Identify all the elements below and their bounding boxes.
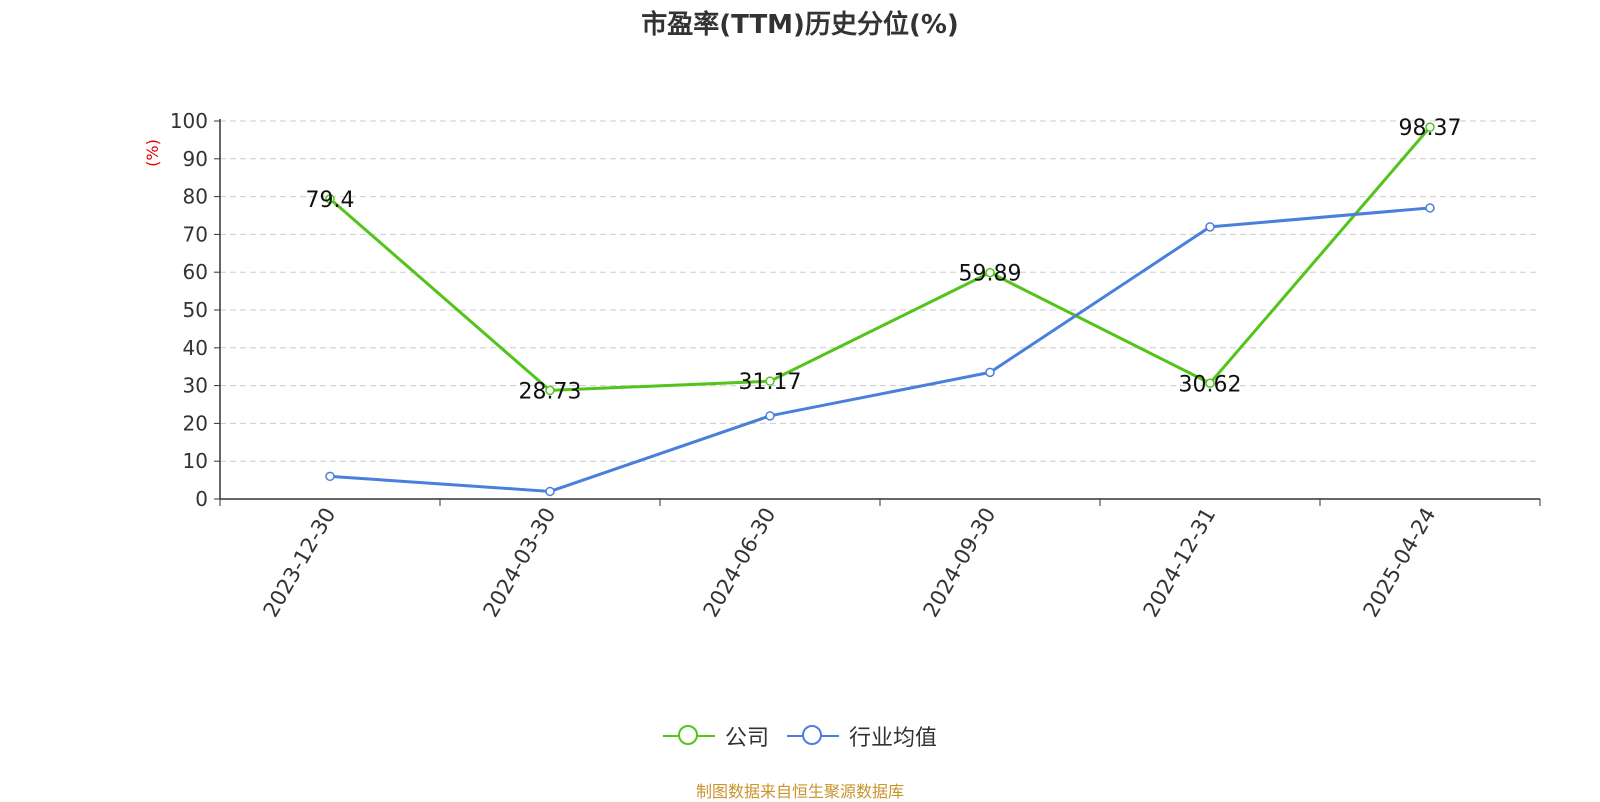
data-label: 79.4 — [306, 188, 355, 213]
company-point[interactable] — [985, 267, 995, 278]
legend-company-swatch — [662, 723, 715, 749]
x-tick-label: 2024-09-30 — [919, 504, 1001, 622]
chart-title: 市盈率(TTM)历史分位(%) — [641, 10, 959, 40]
data-labels: 79.4 28.73 31.17 59.89 30.62 98.37 — [306, 116, 1462, 404]
industry-average-point[interactable] — [1205, 222, 1215, 232]
y-tick-label: 100 — [170, 109, 208, 133]
legend-company-label: 公司 — [724, 726, 769, 751]
industry-average-point[interactable] — [545, 486, 555, 497]
industry-average-point[interactable] — [1425, 203, 1435, 213]
y-tick-label: 0 — [195, 487, 208, 511]
company-line — [329, 126, 1432, 392]
grid-lines — [220, 120, 1540, 462]
company-point[interactable] — [325, 194, 335, 204]
y-axis-label: (%) — [143, 139, 162, 167]
y-tick-label: 70 — [183, 222, 208, 246]
data-label: 59.89 — [959, 262, 1022, 287]
legend-industry-label: 行业均值 — [849, 726, 938, 751]
axes: 0 10 20 30 40 50 60 70 80 90 100 2023-12-30 2024-03-… — [170, 109, 1541, 622]
x-tick-label: 2024-03-30 — [479, 504, 561, 622]
y-tick-label: 60 — [183, 260, 208, 284]
data-label: 28.73 — [519, 379, 582, 404]
legend-item-company[interactable]: 公司 — [662, 720, 769, 752]
company-point[interactable] — [1425, 122, 1435, 132]
y-tick-label: 90 — [183, 147, 208, 171]
industry-average-point[interactable] — [985, 367, 995, 378]
legend: 公司 行业均值 — [0, 720, 1600, 752]
data-label: 31.17 — [739, 370, 802, 395]
legend-industry-swatch — [787, 723, 839, 749]
x-tick-label: 2023-12-30 — [259, 504, 341, 622]
source-note: 制图数据来自恒生聚源数据库 — [695, 782, 904, 801]
company-point[interactable] — [1205, 378, 1215, 389]
industry-average-line — [329, 206, 1431, 493]
company-point[interactable] — [765, 376, 775, 386]
data-label: 30.62 — [1179, 372, 1242, 397]
y-tick-label: 40 — [183, 336, 208, 360]
y-tick-label: 10 — [183, 449, 208, 473]
series-lines — [325, 122, 1435, 497]
x-tick-label: 2025-04-24 — [1359, 504, 1441, 622]
x-tick-label: 2024-06-30 — [699, 504, 781, 622]
y-tick-label: 80 — [183, 185, 208, 209]
industry-average-point[interactable] — [765, 411, 775, 421]
y-tick-label: 30 — [183, 374, 208, 398]
industry-average-point[interactable] — [325, 471, 335, 482]
company-point[interactable] — [545, 385, 555, 396]
data-label: 98.37 — [1399, 116, 1462, 141]
y-tick-label: 20 — [183, 411, 208, 435]
x-tick-label: 2024-12-31 — [1139, 504, 1221, 622]
legend-item-industry-average[interactable]: 行业均值 — [787, 720, 937, 752]
y-tick-label: 50 — [183, 298, 208, 322]
